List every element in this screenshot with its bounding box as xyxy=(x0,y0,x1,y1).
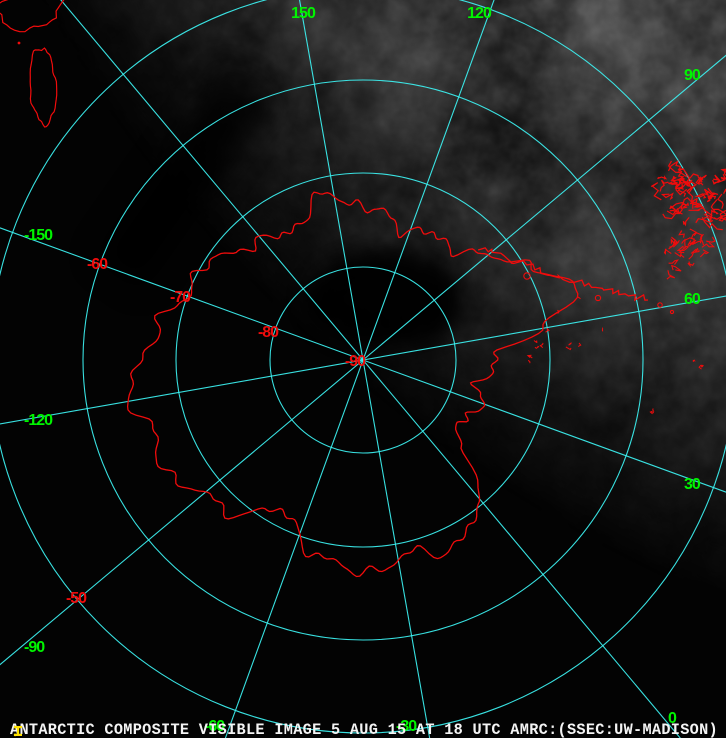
svg-text:150: 150 xyxy=(291,5,316,22)
svg-text:-120: -120 xyxy=(24,412,53,429)
svg-text:-60: -60 xyxy=(87,256,108,273)
svg-text:ANTARCTIC COMPOSITE VISIBLE IM: ANTARCTIC COMPOSITE VISIBLE IMAGE 5 AUG … xyxy=(10,721,718,738)
svg-text:60: 60 xyxy=(684,291,701,308)
svg-text:-80: -80 xyxy=(258,324,279,341)
svg-text:-90: -90 xyxy=(24,639,45,656)
svg-text:-50: -50 xyxy=(66,590,87,607)
svg-text:-150: -150 xyxy=(24,227,53,244)
svg-text:120: 120 xyxy=(467,5,492,22)
svg-text:-70: -70 xyxy=(170,289,191,306)
svg-text:-90: -90 xyxy=(345,353,366,370)
svg-text:90: 90 xyxy=(684,67,701,84)
svg-text:30: 30 xyxy=(684,476,701,493)
